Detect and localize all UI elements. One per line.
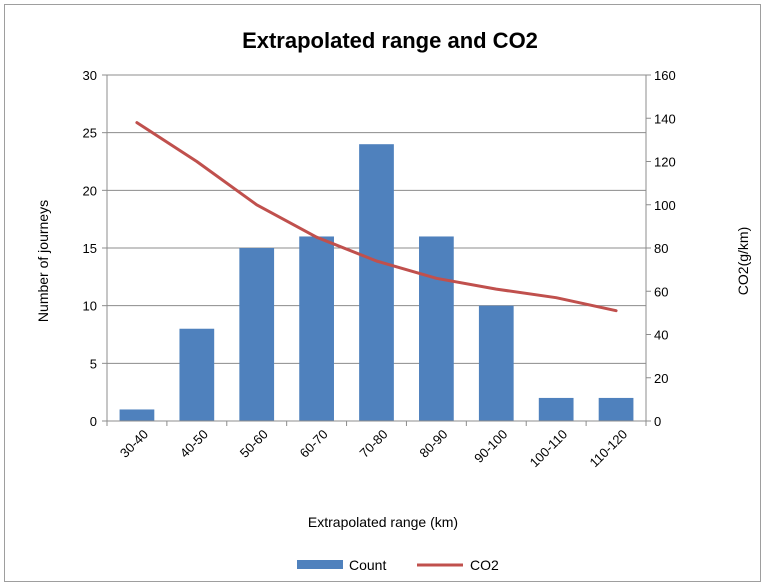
x-tick-label: 30-40 [117,427,151,461]
right-tick-label: 160 [654,68,676,83]
right-tick-label: 0 [654,414,661,429]
x-tick-label: 100-110 [527,427,571,471]
bar-30-40 [119,409,155,421]
left-tick-label: 0 [90,414,97,429]
bar-100-110 [538,397,574,421]
x-axis-label: Extrapolated range (km) [308,514,458,530]
bar-40-50 [179,328,215,421]
y2-axis-label: CO2(g/km) [735,227,751,295]
right-tick-label: 40 [654,328,668,343]
x-tick-label: 110-120 [587,427,631,471]
right-tick-label: 20 [654,371,668,386]
x-tick-label: 70-80 [357,427,391,461]
x-tick-label: 50-60 [237,427,271,461]
left-tick-label: 5 [90,356,97,371]
left-axis-ticks: 0 5 10 15 20 25 30 [83,68,107,429]
legend-count-label: Count [349,557,386,573]
bar-80-90 [419,236,454,421]
legend: Count CO2 [297,557,499,573]
right-tick-label: 100 [654,198,676,213]
right-axis-ticks: 0 20 40 60 80 100 120 140 160 [646,68,676,429]
co2-line-series [135,121,618,313]
bar-50-60 [239,248,275,421]
legend-co2-label: CO2 [470,557,499,573]
right-tick-label: 80 [654,241,668,256]
right-tick-label: 140 [654,111,676,126]
bars [119,144,634,421]
right-tick-label: 60 [654,284,668,299]
left-tick-label: 30 [83,68,97,83]
left-tick-label: 20 [83,183,97,198]
bar-60-70 [299,236,334,421]
left-tick-label: 10 [83,299,97,314]
x-tick-label: 60-70 [297,427,331,461]
x-axis-ticks: 30-40 40-50 50-60 60-70 70-80 80-90 90-100 100-… [106,421,647,471]
bar-70-80 [359,144,394,421]
x-tick-label: 40-50 [177,427,211,461]
co2-line [135,121,618,313]
x-tick-label: 80-90 [416,427,450,461]
x-tick-label: 90-100 [471,427,510,466]
bar-110-120 [598,397,634,421]
left-tick-label: 25 [83,126,97,141]
bar-90-100 [478,305,514,421]
right-tick-label: 120 [654,155,676,170]
y-axis-label: Number of journeys [35,200,51,322]
chart-title: Extrapolated range and CO2 [242,28,538,53]
left-tick-label: 15 [83,241,97,256]
legend-count-swatch [297,560,343,569]
